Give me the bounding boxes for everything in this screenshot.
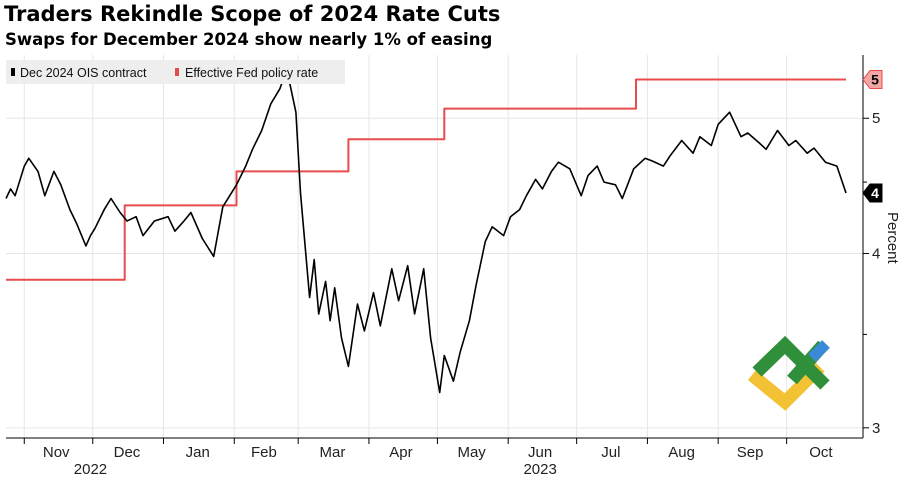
- x-tick-label: Feb: [251, 444, 277, 461]
- gridlines: [6, 55, 863, 438]
- x-tick-label: Mar: [319, 444, 345, 461]
- last-value-tag-fed: 5: [862, 70, 883, 90]
- tag-shape: [862, 70, 883, 90]
- x-tick-label: Apr: [389, 444, 412, 461]
- x-tick-labels: Nov Dec Jan Feb Mar Apr May Jun Jul Aug Sep Oct 2022…: [43, 444, 834, 478]
- y-tick-label: 5: [872, 110, 880, 127]
- x-tick-label: Dec: [114, 444, 141, 461]
- x-year-label: 2023: [523, 461, 556, 478]
- x-tick-label: Jul: [601, 444, 620, 461]
- logo-green-mark: [752, 335, 830, 390]
- x-tick-label: Aug: [668, 444, 695, 461]
- axes: [6, 55, 864, 444]
- tag-shape: [862, 183, 883, 203]
- x-tick-label: Oct: [809, 444, 833, 461]
- x-tick-label: May: [457, 444, 486, 461]
- last-value-tag-ois: 4: [862, 183, 883, 203]
- legend-swatch-fed: [175, 68, 179, 76]
- x-tick-label: Jun: [528, 444, 552, 461]
- tag-label: 4: [871, 185, 879, 201]
- y-tick-label: 3: [872, 420, 880, 437]
- logo-yellow-mark: [747, 362, 825, 411]
- last-value-tags: 45: [862, 70, 883, 203]
- y-tick-label: 4: [872, 245, 880, 262]
- tag-label: 5: [871, 72, 879, 88]
- series-line-fed-rate: [6, 78, 846, 281]
- x-tick-label: Sep: [737, 444, 764, 461]
- chart-title: Traders Rekindle Scope of 2024 Rate Cuts: [4, 2, 501, 26]
- legend-swatch-ois: [11, 68, 15, 76]
- logo-blue-mark: [808, 340, 830, 362]
- y-tick-labels: 3 4 5: [863, 110, 880, 437]
- x-tick-label: Nov: [43, 444, 70, 461]
- x-tick-label: Jan: [186, 444, 210, 461]
- legend-label-fed: Effective Fed policy rate: [185, 66, 318, 80]
- brand-logo: [747, 335, 830, 411]
- series-line-ois: [5, 68, 847, 394]
- series-layer: [5, 68, 847, 394]
- legend: Dec 2024 OIS contract Effective Fed poli…: [6, 60, 345, 84]
- chart-subtitle: Swaps for December 2024 show nearly 1% o…: [5, 30, 493, 49]
- y-axis-label: Percent: [884, 212, 901, 265]
- x-year-label: 2022: [74, 461, 107, 478]
- legend-label-ois: Dec 2024 OIS contract: [20, 66, 147, 80]
